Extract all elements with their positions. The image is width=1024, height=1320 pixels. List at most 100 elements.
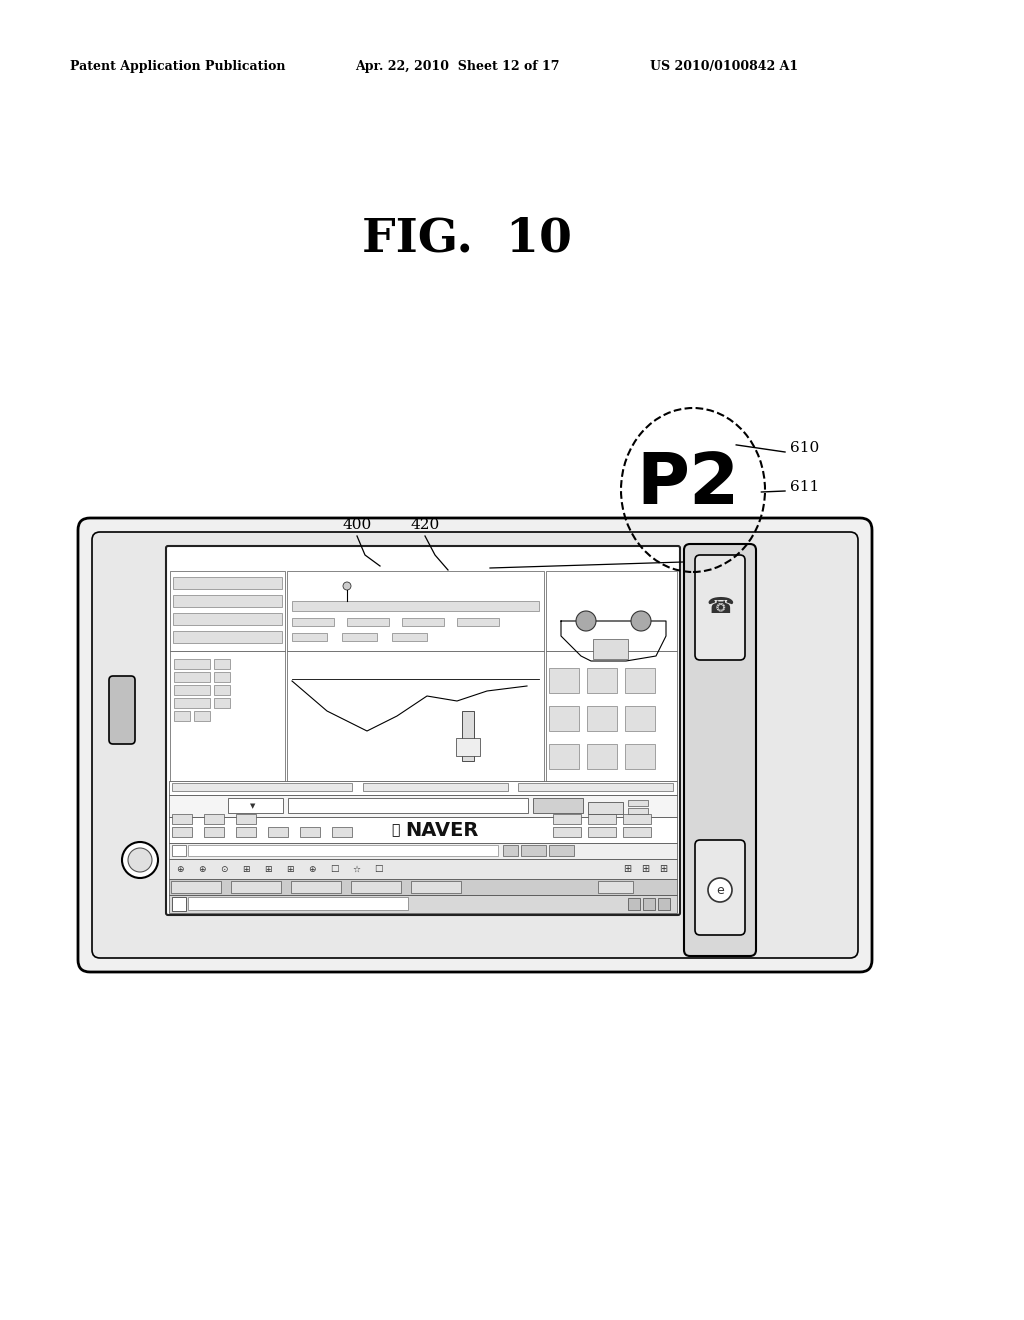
Circle shape bbox=[122, 842, 158, 878]
Text: Patent Application Publication: Patent Application Publication bbox=[70, 59, 286, 73]
Bar bbox=[625, 744, 655, 770]
Bar bbox=[214, 685, 230, 696]
Text: □: □ bbox=[374, 865, 383, 874]
FancyBboxPatch shape bbox=[78, 517, 872, 972]
Bar bbox=[169, 859, 677, 879]
Bar bbox=[173, 577, 282, 589]
Bar bbox=[628, 800, 648, 807]
Bar bbox=[173, 612, 282, 624]
Bar bbox=[342, 634, 377, 642]
Bar bbox=[628, 898, 640, 909]
Text: 🦅: 🦅 bbox=[391, 822, 399, 837]
Bar bbox=[174, 685, 210, 696]
Bar bbox=[658, 898, 670, 909]
Bar bbox=[623, 828, 651, 837]
Bar bbox=[172, 814, 193, 824]
Bar bbox=[172, 828, 193, 837]
Bar bbox=[291, 880, 341, 894]
Bar bbox=[332, 828, 352, 837]
Bar bbox=[623, 814, 651, 824]
Bar bbox=[549, 845, 574, 855]
Text: ▼: ▼ bbox=[250, 803, 256, 809]
Bar bbox=[228, 799, 283, 813]
Text: 420: 420 bbox=[411, 517, 439, 532]
Bar bbox=[392, 634, 427, 642]
Bar bbox=[521, 845, 546, 855]
Bar bbox=[194, 711, 210, 721]
Bar bbox=[534, 799, 583, 813]
Circle shape bbox=[631, 611, 651, 631]
Bar bbox=[169, 817, 677, 843]
Bar bbox=[549, 668, 579, 693]
Bar bbox=[588, 814, 616, 824]
Text: P2: P2 bbox=[636, 450, 739, 520]
Bar bbox=[628, 808, 648, 814]
Bar bbox=[549, 706, 579, 731]
Bar bbox=[174, 659, 210, 669]
Text: e: e bbox=[716, 883, 724, 896]
Text: ☆: ☆ bbox=[352, 865, 360, 874]
Bar bbox=[553, 828, 581, 837]
Bar bbox=[588, 828, 616, 837]
Bar bbox=[170, 572, 285, 651]
Bar bbox=[172, 845, 186, 855]
Bar bbox=[462, 711, 474, 762]
Bar bbox=[351, 880, 401, 894]
FancyBboxPatch shape bbox=[166, 546, 680, 915]
Bar bbox=[411, 880, 461, 894]
Bar bbox=[174, 711, 190, 721]
Circle shape bbox=[343, 582, 351, 590]
Bar bbox=[172, 783, 352, 791]
Bar bbox=[518, 783, 673, 791]
Bar bbox=[292, 601, 539, 611]
Bar bbox=[268, 828, 288, 837]
Text: ⊙: ⊙ bbox=[220, 865, 227, 874]
Bar bbox=[549, 744, 579, 770]
Text: ⊞: ⊞ bbox=[242, 865, 250, 874]
Text: ⊞: ⊞ bbox=[623, 865, 631, 874]
Bar bbox=[598, 880, 633, 894]
Bar bbox=[503, 845, 518, 855]
Bar bbox=[214, 659, 230, 669]
Bar bbox=[288, 799, 528, 813]
Bar bbox=[287, 651, 544, 781]
FancyBboxPatch shape bbox=[695, 840, 745, 935]
Bar bbox=[204, 814, 224, 824]
Bar bbox=[587, 668, 617, 693]
Bar bbox=[587, 744, 617, 770]
Text: ⊞: ⊞ bbox=[286, 865, 294, 874]
Text: □: □ bbox=[330, 865, 339, 874]
Bar bbox=[170, 651, 285, 781]
Bar bbox=[362, 783, 508, 791]
Bar bbox=[173, 631, 282, 643]
Circle shape bbox=[575, 611, 596, 631]
Bar bbox=[174, 698, 210, 708]
Text: 611: 611 bbox=[790, 480, 819, 494]
Bar bbox=[287, 572, 544, 651]
Bar bbox=[214, 698, 230, 708]
Text: FIG.  10: FIG. 10 bbox=[362, 215, 572, 261]
Bar bbox=[553, 814, 581, 824]
Bar bbox=[188, 898, 408, 909]
Text: US 2010/0100842 A1: US 2010/0100842 A1 bbox=[650, 59, 798, 73]
Text: ⊕: ⊕ bbox=[176, 865, 183, 874]
Bar bbox=[169, 895, 677, 913]
Bar bbox=[173, 595, 282, 607]
Circle shape bbox=[708, 878, 732, 902]
Text: Apr. 22, 2010  Sheet 12 of 17: Apr. 22, 2010 Sheet 12 of 17 bbox=[355, 59, 559, 73]
Bar bbox=[587, 706, 617, 731]
Bar bbox=[174, 672, 210, 682]
Bar bbox=[188, 845, 498, 855]
FancyBboxPatch shape bbox=[109, 676, 135, 744]
Text: ☎: ☎ bbox=[707, 597, 734, 616]
Bar bbox=[643, 898, 655, 909]
Bar bbox=[347, 618, 389, 626]
Bar bbox=[231, 880, 281, 894]
Bar bbox=[204, 828, 224, 837]
Bar bbox=[456, 738, 480, 756]
Bar bbox=[236, 828, 256, 837]
Text: 400: 400 bbox=[342, 517, 372, 532]
Text: ⊞: ⊞ bbox=[641, 865, 649, 874]
Bar bbox=[171, 880, 221, 894]
Bar bbox=[457, 618, 499, 626]
